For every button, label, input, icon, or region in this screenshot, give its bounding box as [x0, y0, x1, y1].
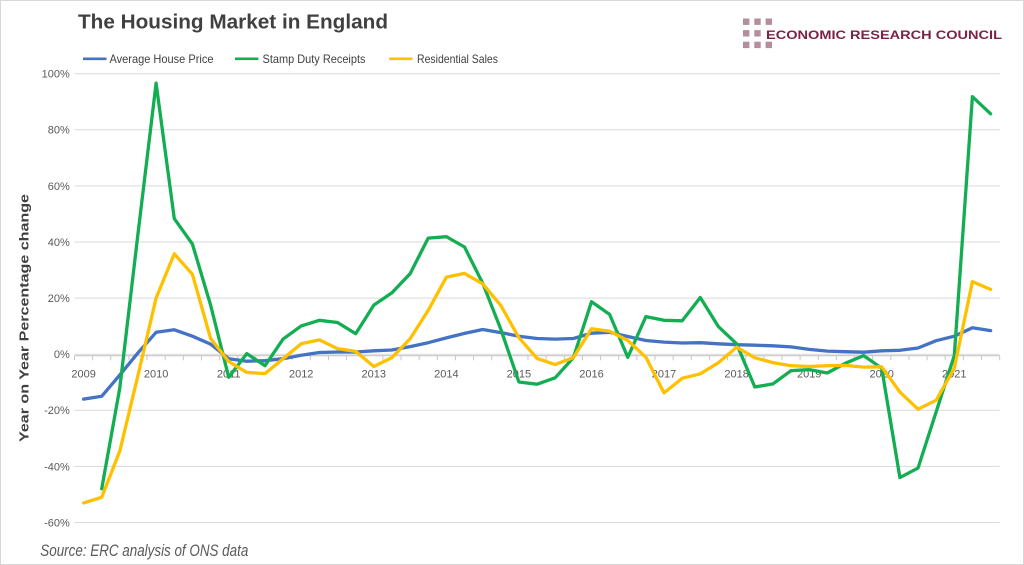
- svg-text:80%: 80%: [48, 125, 70, 137]
- svg-text:2016: 2016: [579, 368, 603, 380]
- svg-text:-20%: -20%: [44, 405, 70, 417]
- svg-text:60%: 60%: [48, 181, 70, 193]
- svg-text:Source: ERC analysis of ONS da: Source: ERC analysis of ONS data: [40, 542, 248, 560]
- svg-text:2018: 2018: [724, 368, 748, 380]
- svg-text:20%: 20%: [48, 293, 70, 305]
- svg-text:Year on Year Percentage change: Year on Year Percentage change: [18, 194, 32, 442]
- svg-text:-60%: -60%: [44, 517, 70, 529]
- svg-text:100%: 100%: [42, 69, 70, 81]
- svg-text:-40%: -40%: [44, 461, 70, 473]
- svg-text:2015: 2015: [507, 368, 531, 380]
- svg-text:0%: 0%: [54, 349, 70, 361]
- svg-text:Residential Sales: Residential Sales: [417, 52, 498, 66]
- svg-text:Stamp Duty Receipts: Stamp Duty Receipts: [263, 52, 366, 66]
- svg-text:2010: 2010: [144, 368, 168, 380]
- svg-text:Average House Price: Average House Price: [110, 52, 214, 66]
- svg-text:The Housing Market in England: The Housing Market in England: [78, 10, 388, 33]
- svg-text:2013: 2013: [362, 368, 386, 380]
- svg-text:2014: 2014: [434, 368, 458, 380]
- svg-text:ECONOMIC RESEARCH COUNCIL: ECONOMIC RESEARCH COUNCIL: [766, 28, 1002, 42]
- svg-text:40%: 40%: [48, 237, 70, 249]
- svg-text:2012: 2012: [289, 368, 313, 380]
- svg-text:2009: 2009: [71, 368, 95, 380]
